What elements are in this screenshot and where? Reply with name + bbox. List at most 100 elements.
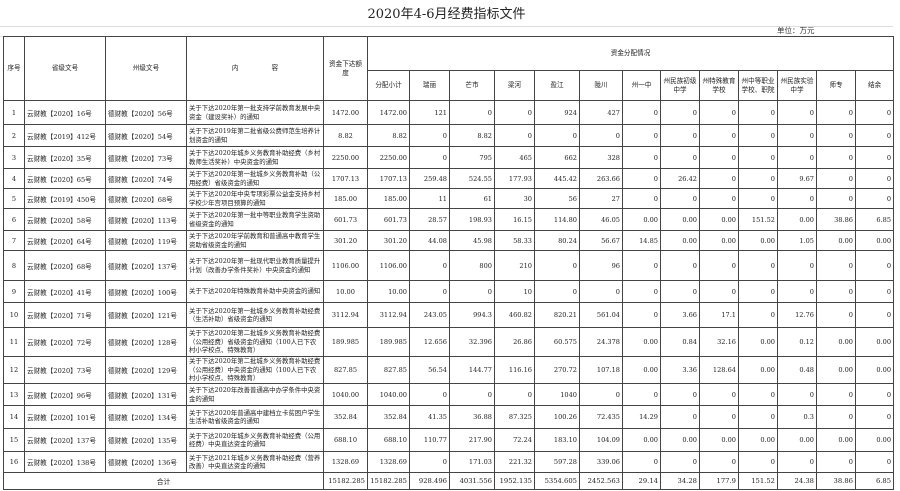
allocation-cell: 0 — [579, 280, 623, 303]
allocation-cell: 0 — [816, 383, 856, 406]
allocation-cell: 0.00 — [622, 356, 661, 384]
allocation-cell: 0 — [777, 250, 817, 281]
header-seq: 序号 — [3, 36, 25, 101]
total-allocation-cell: 29.14 — [622, 472, 661, 490]
allocation-cell: 0.00 — [738, 230, 778, 251]
unit-label: 单位：万元 — [777, 26, 815, 35]
allocation-cell: 0.00 — [854, 327, 895, 357]
allocation-cell: 0 — [699, 100, 739, 125]
allocation-cell: 61 — [449, 188, 495, 209]
seq-cell: 11 — [3, 327, 25, 357]
header-allocation-col: 州民族实验中学 — [777, 70, 817, 101]
allocation-cell: 301.20 — [367, 230, 410, 251]
prefecture-doc-cell: 德财教【2020】135号 — [105, 428, 187, 452]
allocation-cell: 994.3 — [449, 302, 495, 328]
allocation-cell: 0 — [816, 302, 856, 328]
allocation-cell: 198.93 — [449, 208, 495, 231]
allocation-cell: 0 — [854, 280, 895, 303]
content-cell: 关于下达2021年城乡义务教育补助经费（营养改善）中央直达资金的通知 — [186, 451, 324, 473]
content-cell: 关于下达2020年中央专项彩票公益金支持乡村学校少年宫项目预算的通知 — [186, 188, 324, 209]
allocation-cell: 16.15 — [494, 208, 535, 231]
allocation-cell: 270.72 — [534, 356, 580, 384]
total-allocation-cell: 4031.556 — [449, 472, 495, 490]
prefecture-doc-cell: 德财教【2020】100号 — [105, 280, 187, 303]
content-cell: 关于下达2020年第一批城乡义务教育补助经费（生活补助）省级资金的通知 — [186, 302, 324, 328]
total-allocation-cell: 151.52 — [738, 472, 778, 490]
allocation-cell: 427 — [579, 100, 623, 125]
allocation-cell: 0 — [699, 146, 739, 169]
allocation-cell: 352.84 — [367, 405, 410, 429]
allocation-cell: 151.52 — [738, 208, 778, 231]
allocation-cell: 800 — [449, 250, 495, 281]
allocation-cell: 32.16 — [699, 327, 739, 357]
header-allocation-col: 结余 — [854, 70, 895, 101]
content-cell: 关于下达2020年学前教育和普通高中教育学生资助省级资金的通知 — [186, 230, 324, 251]
seq-cell: 16 — [3, 451, 25, 473]
province-doc-cell: 云财教【2020】65号 — [24, 168, 106, 189]
allocation-cell: 0 — [738, 100, 778, 125]
allocation-cell: 0 — [777, 280, 817, 303]
allocation-cell: 0.00 — [777, 208, 817, 231]
allocation-cell: 28.57 — [409, 208, 450, 231]
allocation-cell: 0 — [494, 100, 535, 125]
amount-cell: 10.00 — [323, 280, 368, 303]
allocation-cell: 0.48 — [777, 356, 817, 384]
allocation-cell: 0 — [854, 405, 895, 429]
allocation-cell: 0 — [738, 383, 778, 406]
allocation-cell: 0.00 — [816, 327, 856, 357]
header-allocation-col: 州民族初级中学 — [660, 70, 700, 101]
seq-cell: 14 — [3, 405, 25, 429]
allocation-cell: 0 — [579, 383, 623, 406]
allocation-cell: 0 — [854, 146, 895, 169]
allocation-cell: 0 — [699, 451, 739, 473]
allocation-cell: 0 — [622, 124, 661, 147]
allocation-cell: 0 — [816, 168, 856, 189]
total-allocation-cell: 6.85 — [854, 472, 895, 490]
allocation-cell: 0 — [660, 405, 700, 429]
allocation-cell: 0.00 — [622, 327, 661, 357]
amount-cell: 3112.94 — [323, 302, 368, 328]
allocation-cell: 110.77 — [409, 428, 450, 452]
allocation-cell: 0 — [622, 302, 661, 328]
allocation-cell: 183.10 — [534, 428, 580, 452]
allocation-cell: 1040.00 — [367, 383, 410, 406]
allocation-cell: 445.42 — [534, 168, 580, 189]
allocation-cell: 0 — [854, 100, 895, 125]
allocation-cell: 46.05 — [579, 208, 623, 231]
amount-cell: 1328.69 — [323, 451, 368, 473]
allocation-cell: 87.325 — [494, 405, 535, 429]
total-allocation-cell: 24.38 — [777, 472, 817, 490]
allocation-cell: 0.00 — [816, 230, 856, 251]
allocation-cell: 0 — [699, 280, 739, 303]
allocation-cell: 0 — [622, 250, 661, 281]
allocation-cell: 0 — [854, 302, 895, 328]
allocation-cell: 0 — [660, 188, 700, 209]
amount-cell: 1040.00 — [323, 383, 368, 406]
content-cell: 关于下达2020年特殊教育补助中央资金的通知 — [186, 280, 324, 303]
province-doc-cell: 云财教【2019】412号 — [24, 124, 106, 147]
allocation-cell: 662 — [534, 146, 580, 169]
allocation-cell: 3.66 — [660, 302, 700, 328]
allocation-cell: 0 — [777, 383, 817, 406]
province-doc-cell: 云财教【2020】35号 — [24, 146, 106, 169]
allocation-cell: 96 — [579, 250, 623, 281]
allocation-cell: 0.00 — [622, 208, 661, 231]
allocation-cell: 210 — [494, 250, 535, 281]
allocation-cell: 0.00 — [854, 230, 895, 251]
amount-cell: 301.20 — [323, 230, 368, 251]
allocation-cell: 0 — [494, 124, 535, 147]
seq-cell: 1 — [3, 100, 25, 125]
allocation-cell: 3.36 — [660, 356, 700, 384]
allocation-cell: 171.03 — [449, 451, 495, 473]
header-content: 内 容 — [186, 36, 324, 101]
allocation-cell: 11 — [409, 188, 450, 209]
header-allocation-col: 盈江 — [534, 70, 580, 101]
province-doc-cell: 云财教【2020】137号 — [24, 428, 106, 452]
allocation-cell: 0 — [409, 250, 450, 281]
prefecture-doc-cell: 德财教【2020】129号 — [105, 356, 187, 384]
table-row: 11 云财教【2020】72号 德财教【2020】128号 关于下达2020年第二批城… — [3, 327, 895, 357]
allocation-cell: 14.85 — [622, 230, 661, 251]
amount-cell: 827.85 — [323, 356, 368, 384]
allocation-cell: 0 — [816, 146, 856, 169]
allocation-cell: 0 — [660, 250, 700, 281]
